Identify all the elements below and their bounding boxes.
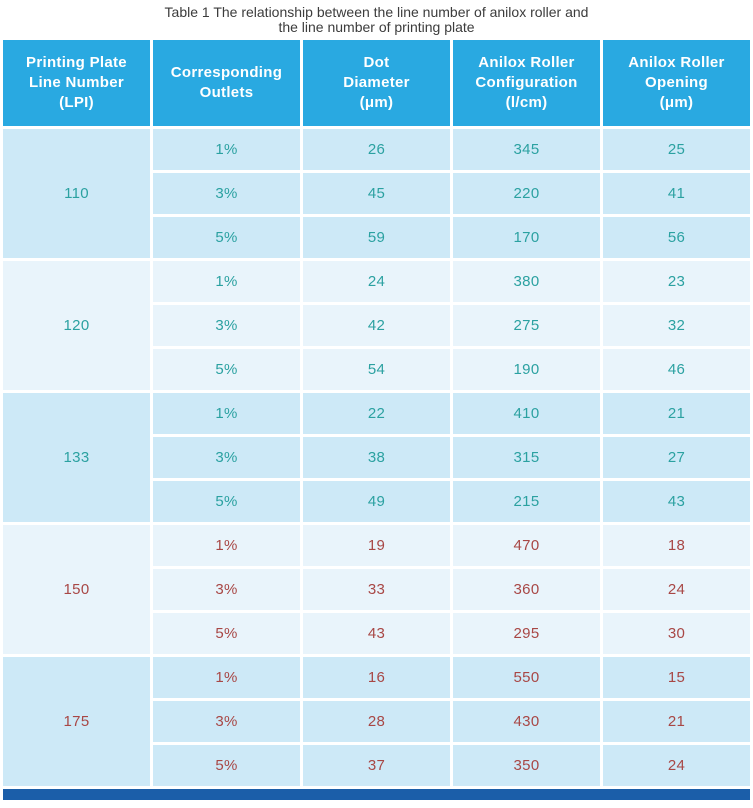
anilox-configuration-cell: 380	[453, 261, 600, 302]
lpi-cell-150: 150	[3, 525, 150, 654]
anilox-configuration-cell: 215	[453, 481, 600, 522]
dot-diameter-cell: 33	[303, 569, 450, 610]
dot-diameter-cell: 59	[303, 217, 450, 258]
anilox-configuration-cell: 430	[453, 701, 600, 742]
dot-diameter-cell: 38	[303, 437, 450, 478]
anilox-configuration-cell: 170	[453, 217, 600, 258]
outlets-cell: 5%	[153, 613, 300, 654]
anilox-opening-cell: 41	[603, 173, 750, 214]
anilox-opening-cell: 24	[603, 745, 750, 786]
dot-diameter-cell: 54	[303, 349, 450, 390]
anilox-configuration-cell: 220	[453, 173, 600, 214]
outlets-cell: 1%	[153, 525, 300, 566]
anilox-configuration-cell: 315	[453, 437, 600, 478]
header-line: Diameter	[343, 74, 410, 91]
header-line: Anilox Roller	[478, 54, 575, 71]
outlets-cell: 3%	[153, 437, 300, 478]
outlets-cell: 3%	[153, 569, 300, 610]
header-line: Anilox Roller	[628, 54, 725, 71]
header-printing-plate-line-number: Printing Plate Line Number (LPI)	[3, 40, 150, 126]
header-line: (l/cm)	[505, 94, 548, 111]
dot-diameter-cell: 28	[303, 701, 450, 742]
table-bottom-rule	[3, 789, 750, 800]
header-line: Configuration	[475, 74, 578, 91]
anilox-configuration-cell: 275	[453, 305, 600, 346]
dot-diameter-cell: 22	[303, 393, 450, 434]
caption-line-1: Table 1 The relationship between the lin…	[164, 4, 589, 20]
anilox-opening-cell: 21	[603, 701, 750, 742]
header-anilox-roller-opening: Anilox Roller Opening (μm)	[603, 40, 750, 126]
anilox-opening-cell: 56	[603, 217, 750, 258]
anilox-configuration-cell: 295	[453, 613, 600, 654]
header-line: Dot	[363, 54, 390, 71]
outlets-cell: 1%	[153, 129, 300, 170]
anilox-opening-cell: 46	[603, 349, 750, 390]
dot-diameter-cell: 42	[303, 305, 450, 346]
anilox-opening-cell: 43	[603, 481, 750, 522]
anilox-configuration-cell: 360	[453, 569, 600, 610]
anilox-configuration-cell: 550	[453, 657, 600, 698]
outlets-cell: 3%	[153, 173, 300, 214]
caption-line-2: the line number of printing plate	[278, 19, 475, 35]
anilox-opening-cell: 24	[603, 569, 750, 610]
anilox-opening-cell: 21	[603, 393, 750, 434]
header-line: Outlets	[199, 84, 254, 101]
anilox-opening-cell: 23	[603, 261, 750, 302]
anilox-opening-cell: 15	[603, 657, 750, 698]
outlets-cell: 3%	[153, 305, 300, 346]
outlets-cell: 5%	[153, 217, 300, 258]
header-corresponding-outlets: Corresponding Outlets	[153, 40, 300, 126]
outlets-cell: 1%	[153, 657, 300, 698]
outlets-cell: 1%	[153, 261, 300, 302]
header-line: Line Number	[29, 74, 124, 91]
anilox-configuration-cell: 190	[453, 349, 600, 390]
lpi-cell-133: 133	[3, 393, 150, 522]
anilox-opening-cell: 18	[603, 525, 750, 566]
anilox-opening-cell: 27	[603, 437, 750, 478]
anilox-configuration-cell: 345	[453, 129, 600, 170]
header-line: (μm)	[659, 94, 694, 111]
table-caption: Table 1 The relationship between the lin…	[3, 5, 750, 35]
dot-diameter-cell: 49	[303, 481, 450, 522]
header-line: Corresponding	[170, 64, 283, 81]
anilox-configuration-cell: 410	[453, 393, 600, 434]
header-line: Printing Plate	[26, 54, 127, 71]
anilox-opening-cell: 30	[603, 613, 750, 654]
lpi-cell-120: 120	[3, 261, 150, 390]
anilox-configuration-cell: 350	[453, 745, 600, 786]
dot-diameter-cell: 43	[303, 613, 450, 654]
lpi-cell-110: 110	[3, 129, 150, 258]
outlets-cell: 5%	[153, 349, 300, 390]
dot-diameter-cell: 19	[303, 525, 450, 566]
header-line: (LPI)	[59, 94, 94, 111]
outlets-cell: 1%	[153, 393, 300, 434]
dot-diameter-cell: 16	[303, 657, 450, 698]
dot-diameter-cell: 45	[303, 173, 450, 214]
anilox-opening-cell: 32	[603, 305, 750, 346]
outlets-cell: 3%	[153, 701, 300, 742]
dot-diameter-cell: 24	[303, 261, 450, 302]
anilox-opening-cell: 25	[603, 129, 750, 170]
lpi-cell-175: 175	[3, 657, 150, 786]
header-dot-diameter: Dot Diameter (μm)	[303, 40, 450, 126]
outlets-cell: 5%	[153, 745, 300, 786]
header-line: Opening	[645, 74, 708, 91]
dot-diameter-cell: 26	[303, 129, 450, 170]
header-anilox-roller-configuration: Anilox Roller Configuration (l/cm)	[453, 40, 600, 126]
dot-diameter-cell: 37	[303, 745, 450, 786]
anilox-configuration-cell: 470	[453, 525, 600, 566]
header-line: (μm)	[359, 94, 394, 111]
outlets-cell: 5%	[153, 481, 300, 522]
data-table: Printing Plate Line Number (LPI) Corresp…	[3, 40, 750, 786]
